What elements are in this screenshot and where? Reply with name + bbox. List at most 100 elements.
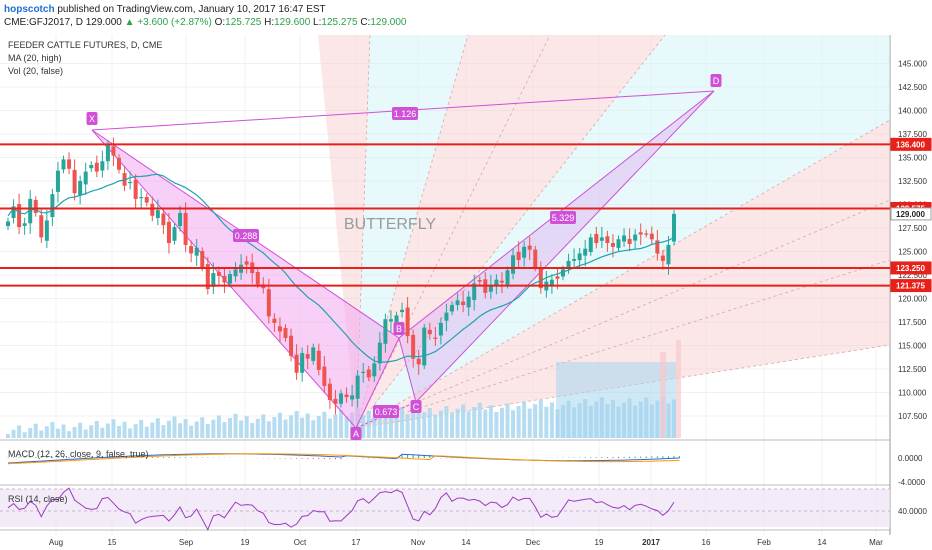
candle-body [339, 393, 343, 404]
candle-body [605, 236, 610, 244]
candle-body [549, 279, 554, 285]
volume-bar [438, 410, 443, 438]
symbol-line: CME:GFJ2017, D 129.000 ▲ +3.600 (+2.87%)… [4, 17, 406, 28]
macd-legend[interactable]: MACD (12, 26, close, 9, false, true) [8, 449, 149, 459]
candle-body [538, 268, 543, 289]
volume-bar [228, 418, 232, 438]
time-tick-label: 17 [352, 538, 361, 547]
candle-body [233, 269, 238, 277]
candle-body [355, 375, 360, 399]
time-tick-label: Sep [179, 538, 194, 547]
candle-body [333, 398, 338, 404]
ma-legend[interactable]: MA (20, high) [8, 53, 62, 63]
volume-bar [55, 428, 60, 438]
time-tick-label: 19 [595, 538, 604, 547]
volume-bar [377, 413, 382, 438]
point-x-label: X [89, 114, 95, 124]
volume-bar [122, 421, 127, 438]
price-tick-label: 120.000 [898, 295, 927, 304]
candle-body [416, 358, 421, 365]
candle-body [305, 354, 310, 359]
volume-bar [300, 417, 305, 438]
candle-body [272, 318, 277, 323]
time-tick-label: 2017 [642, 538, 660, 547]
volume-bar [383, 409, 388, 438]
candle-body [44, 220, 49, 241]
rsi-legend[interactable]: RSI (14, close) [8, 494, 68, 504]
candle-body [228, 274, 232, 284]
fan-line [355, 34, 666, 429]
candle-body [155, 210, 160, 219]
volume-bar [266, 421, 271, 438]
candle-body [488, 285, 493, 292]
volume-bar [339, 410, 343, 438]
volume-bar [222, 422, 227, 438]
volume-bar [400, 407, 405, 438]
candle-body [377, 342, 382, 364]
candle-body [450, 305, 454, 312]
volume-bar [244, 416, 249, 438]
candle-body [316, 350, 321, 370]
candle-body [427, 329, 432, 335]
candle-body [172, 227, 177, 241]
volume-bar [361, 415, 366, 438]
open-label: O: [214, 17, 226, 28]
candle-body [189, 246, 194, 254]
candle-body [422, 327, 427, 366]
candle-body [17, 204, 22, 228]
candle-body [61, 159, 66, 170]
candle-body [411, 334, 416, 359]
volume-bar [505, 403, 510, 438]
ratio-bc-cd-box [550, 211, 576, 224]
volume-bar [205, 424, 210, 438]
volume-bar [499, 407, 504, 438]
price-label-box [890, 137, 932, 151]
candle-body [616, 239, 621, 248]
candle-body [183, 212, 188, 245]
volume-bar [117, 426, 121, 438]
vol-legend[interactable]: Vol (20, false) [8, 66, 64, 76]
candle-body [516, 251, 521, 260]
volume-bar [416, 405, 421, 438]
ratio-xd: 1.126 [394, 109, 417, 119]
time-tick-label: 15 [108, 538, 117, 547]
price-label: 129.000 [896, 210, 925, 219]
candle-body [105, 145, 110, 162]
candle-body [505, 270, 510, 285]
time-tick-label: 14 [462, 538, 471, 547]
volume-bar [261, 414, 266, 438]
volume-bar [83, 429, 88, 438]
ratio-xd-box [392, 107, 418, 120]
candle-body [561, 269, 565, 277]
candle-body [644, 233, 649, 235]
candle-body [294, 354, 299, 373]
candle-body [216, 271, 221, 276]
high-label: H: [264, 17, 275, 28]
volume-bar [172, 416, 177, 438]
volume-bar [166, 420, 171, 438]
candle-body [572, 259, 577, 261]
candle-body [133, 179, 138, 199]
close-value: 129.000 [370, 17, 407, 28]
volume-bar [533, 404, 538, 438]
candle-body [466, 296, 471, 308]
ratio-bc-cd: 5.329 [552, 213, 575, 223]
price-tick-label: 107.500 [898, 412, 927, 421]
candle-body [372, 363, 377, 377]
candle-body [55, 170, 60, 192]
price-tick-label: 142.500 [898, 83, 927, 92]
candle-body [438, 322, 443, 336]
volume-bar [105, 423, 110, 438]
price-tick-label: 140.000 [898, 107, 927, 116]
volume-bar [488, 405, 493, 438]
volume-bar [67, 431, 72, 438]
volume-bar [522, 401, 527, 438]
point-a-label-box [350, 427, 362, 440]
candle-body [622, 235, 627, 242]
price-tick-label: 122.500 [898, 271, 927, 280]
candle-body [477, 280, 482, 282]
author-name[interactable]: hopscotch [4, 4, 55, 15]
rsi-band [0, 489, 890, 527]
time-tick-label: Mar [869, 538, 883, 547]
